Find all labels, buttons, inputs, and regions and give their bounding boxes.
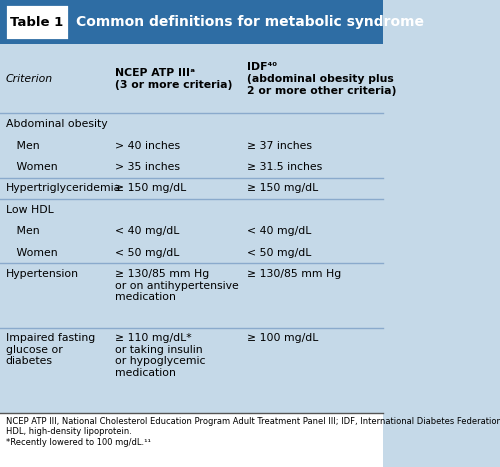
Text: Men: Men	[6, 226, 40, 236]
Text: Hypertension: Hypertension	[6, 269, 78, 279]
Text: ≥ 110 mg/dL*
or taking insulin
or hypoglycemic
medication: ≥ 110 mg/dL* or taking insulin or hypogl…	[115, 333, 206, 378]
Text: Low HDL: Low HDL	[6, 205, 54, 215]
Text: < 50 mg/dL: < 50 mg/dL	[247, 248, 312, 258]
Text: Abdominal obesity: Abdominal obesity	[6, 119, 108, 129]
Text: NCEP ATP IIIᵃ
(3 or more criteria): NCEP ATP IIIᵃ (3 or more criteria)	[115, 68, 232, 90]
Text: ≥ 100 mg/dL: ≥ 100 mg/dL	[247, 333, 318, 343]
Text: Criterion: Criterion	[6, 74, 53, 84]
Text: < 40 mg/dL: < 40 mg/dL	[115, 226, 180, 236]
Text: Impaired fasting
glucose or
diabetes: Impaired fasting glucose or diabetes	[6, 333, 95, 367]
Text: NCEP ATP III, National Cholesterol Education Program Adult Treatment Panel III; : NCEP ATP III, National Cholesterol Educa…	[6, 417, 500, 447]
Text: > 40 inches: > 40 inches	[115, 141, 180, 150]
Text: > 35 inches: > 35 inches	[115, 162, 180, 172]
Text: Women: Women	[6, 162, 58, 172]
Text: ≥ 37 inches: ≥ 37 inches	[247, 141, 312, 150]
Text: ≥ 130/85 mm Hg
or on antihypertensive
medication: ≥ 130/85 mm Hg or on antihypertensive me…	[115, 269, 238, 302]
Text: < 50 mg/dL: < 50 mg/dL	[115, 248, 180, 258]
Bar	[0, 44, 383, 413]
Text: Hypertriglyceridemia: Hypertriglyceridemia	[6, 184, 121, 193]
Bar	[0, 0, 383, 44]
Text: IDF⁴⁰
(abdominal obesity plus
2 or more other criteria): IDF⁴⁰ (abdominal obesity plus 2 or more …	[247, 62, 396, 96]
Text: Men: Men	[6, 141, 40, 150]
Text: Table 1: Table 1	[10, 16, 64, 28]
Bar	[0, 413, 383, 467]
Text: Common definitions for metabolic syndrome: Common definitions for metabolic syndrom…	[76, 15, 424, 29]
Text: ≥ 150 mg/dL: ≥ 150 mg/dL	[247, 184, 318, 193]
FancyBboxPatch shape	[4, 4, 69, 40]
Text: ≥ 130/85 mm Hg: ≥ 130/85 mm Hg	[247, 269, 342, 279]
Text: ≥ 31.5 inches: ≥ 31.5 inches	[247, 162, 322, 172]
Text: ≥ 150 mg/dL: ≥ 150 mg/dL	[115, 184, 186, 193]
Text: < 40 mg/dL: < 40 mg/dL	[247, 226, 312, 236]
Text: Women: Women	[6, 248, 58, 258]
